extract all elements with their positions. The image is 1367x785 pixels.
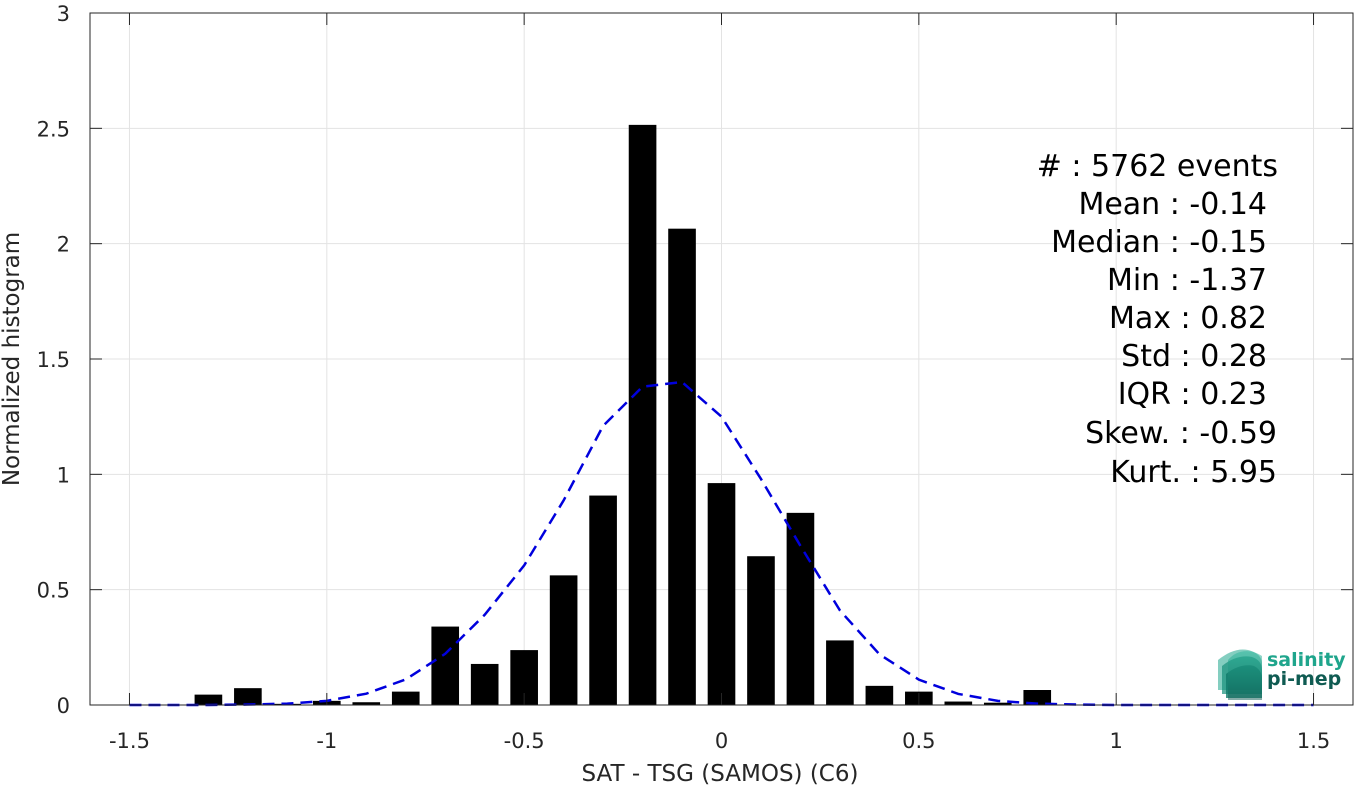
histogram-bar <box>352 702 381 705</box>
x-tick-label: -1.5 <box>109 729 150 753</box>
stats-line-kurt: Kurt. : 5.95 <box>1110 455 1277 490</box>
x-tick-label: -1 <box>316 729 337 753</box>
stats-line-max: Max : 0.82 <box>1109 301 1267 336</box>
x-tick-label: -0.5 <box>504 729 545 753</box>
x-tick-label: 0 <box>715 729 728 753</box>
y-tick-label: 2.5 <box>37 117 70 141</box>
stats-line-min: Min : -1.37 <box>1107 263 1267 298</box>
histogram-bar <box>668 228 696 705</box>
x-tick-label: 1.5 <box>1297 729 1330 753</box>
histogram-bars <box>194 124 1052 705</box>
logo-text-salinity: salinity <box>1267 649 1346 671</box>
y-tick-label: 2 <box>57 233 70 257</box>
stats-line-std: Std : 0.28 <box>1121 339 1267 374</box>
stats-line-median: Median : -0.15 <box>1051 225 1267 260</box>
stats-line-iqr: IQR : 0.23 <box>1118 377 1267 412</box>
logo-text-pi-mep: pi-mep <box>1267 668 1341 690</box>
histogram-bar <box>194 694 223 705</box>
y-tick-label: 1 <box>57 463 70 487</box>
histogram-bar <box>865 685 894 705</box>
histogram-bar <box>747 556 775 705</box>
axes-frame <box>89 12 1354 706</box>
y-tick-label: 3 <box>57 2 70 26</box>
stats-line-mean: Mean : -0.14 <box>1078 187 1267 222</box>
wave-logo-icon <box>1218 649 1262 700</box>
x-tick-labels: -1.5 -1 -0.5 0 0.5 1 1.5 <box>109 729 1330 753</box>
y-tick-label: 0.5 <box>37 579 70 603</box>
histogram-bar <box>431 626 460 705</box>
histogram-bar <box>944 701 973 705</box>
stats-line-count: # : 5762 events <box>1037 149 1278 184</box>
histogram-bar <box>470 663 499 705</box>
histogram-bar <box>707 483 736 705</box>
histogram-bar <box>234 688 262 705</box>
x-axis-label: SAT - TSG (SAMOS) (C6) <box>582 761 859 785</box>
histogram-bar <box>589 495 617 705</box>
x-tick-label: 0.5 <box>902 729 935 753</box>
histogram-bar <box>391 691 420 705</box>
histogram-bar <box>826 640 854 705</box>
histogram-bar <box>549 575 578 705</box>
histogram-bar <box>983 702 1012 705</box>
histogram-bar <box>628 124 657 705</box>
statistics-annotation: # : 5762 events Mean : -0.14 Median : -0… <box>1037 149 1278 490</box>
y-axis-label: Normalized histogram <box>0 232 25 486</box>
y-tick-label: 1.5 <box>37 348 70 372</box>
y-tick-label: 0 <box>57 694 70 718</box>
stats-line-skew: Skew. : -0.59 <box>1085 416 1277 451</box>
salinity-pi-mep-logo: salinity pi-mep <box>1218 649 1346 700</box>
x-tick-label: 1 <box>1110 729 1123 753</box>
y-tick-labels: 0 0.5 1 1.5 2 2.5 3 <box>37 2 70 718</box>
histogram-bar <box>786 512 815 705</box>
histogram-bar <box>1023 690 1052 705</box>
